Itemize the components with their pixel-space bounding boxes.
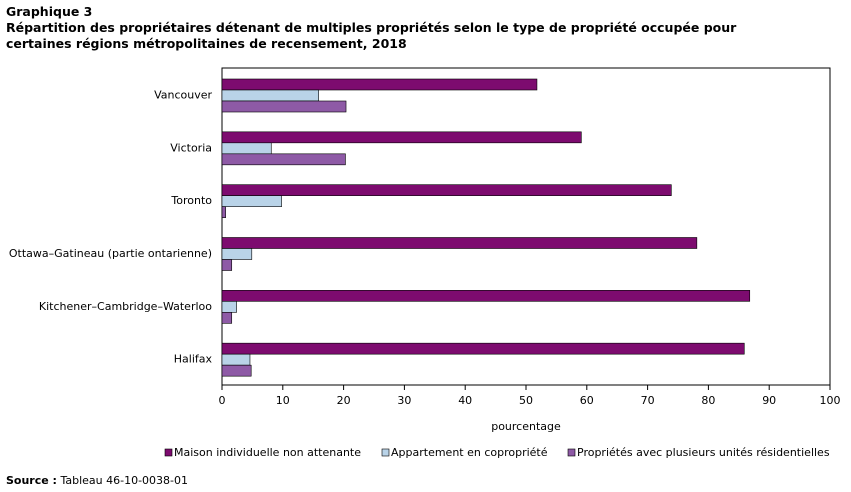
x-tick-label: 20 (337, 394, 351, 407)
bar (221, 353, 251, 366)
bar (221, 290, 751, 302)
y-tick-label: Kitchener–Cambridge–Waterloo (39, 300, 212, 313)
bar (221, 206, 226, 218)
bar (221, 195, 282, 207)
bar (221, 100, 347, 113)
y-tick-label: Ottawa–Gatineau (partie ontarienne) (9, 247, 212, 260)
x-tick-label: 100 (820, 394, 841, 407)
y-tick-label: Victoria (170, 141, 212, 154)
bar (221, 364, 252, 377)
bar (221, 312, 233, 324)
chart-label: Graphique 3 (6, 4, 93, 19)
chart-title: Répartition des propriétaires détenant d… (6, 20, 737, 51)
legend-label: Propriétés avec plusieurs unités résiden… (577, 446, 830, 459)
x-tick-label: 90 (762, 394, 776, 407)
x-tick-label: 30 (397, 394, 411, 407)
x-tick-label: 40 (458, 394, 472, 407)
x-tick-label: 60 (580, 394, 594, 407)
x-tick-label: 50 (519, 394, 533, 407)
legend-swatch (164, 448, 173, 457)
x-axis-title: pourcentage (491, 420, 561, 433)
bar (221, 301, 237, 313)
legend-label: Maison individuelle non attenante (174, 446, 361, 459)
legend-swatch (381, 448, 390, 457)
y-tick-label: Toronto (170, 194, 212, 207)
bar (221, 184, 672, 196)
source-text: Tableau 46-10-0038-01 (60, 474, 189, 487)
legend-label: Appartement en copropriété (391, 446, 548, 459)
bar (221, 131, 582, 144)
legend-swatch (567, 448, 576, 457)
x-tick-label: 80 (701, 394, 715, 407)
source: Source : Tableau 46-10-0038-01 (6, 474, 188, 487)
bar (221, 248, 253, 260)
source-label: Source : (6, 474, 57, 487)
bar (221, 153, 346, 166)
header: Graphique 3 Répartition des propriétaire… (6, 4, 806, 52)
bar (221, 342, 745, 355)
x-tick-label: 10 (276, 394, 290, 407)
plot-frame (221, 67, 831, 386)
bar (221, 78, 538, 91)
y-tick-label: Halifax (174, 353, 213, 366)
bar (221, 237, 698, 249)
bar (221, 259, 233, 271)
bar (221, 142, 272, 155)
x-tick-label: 0 (219, 394, 226, 407)
y-tick-label: Vancouver (154, 89, 212, 102)
bar (221, 89, 319, 102)
x-tick-label: 70 (641, 394, 655, 407)
